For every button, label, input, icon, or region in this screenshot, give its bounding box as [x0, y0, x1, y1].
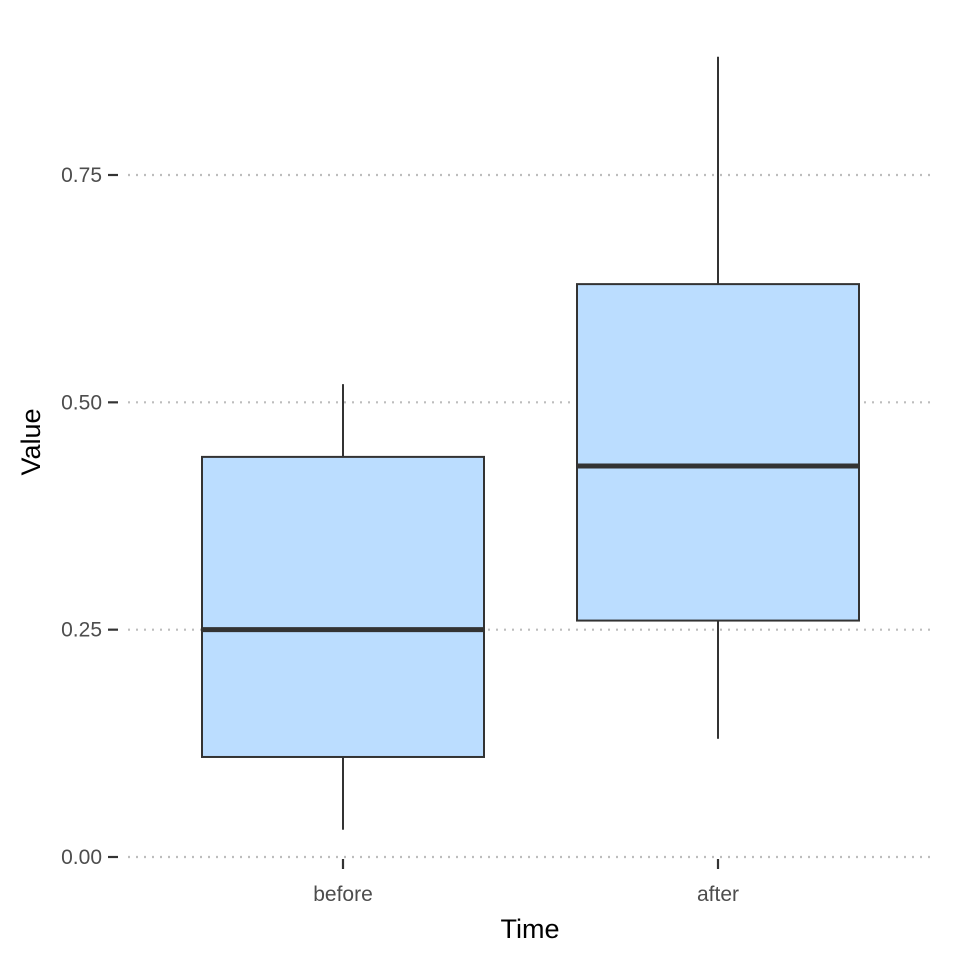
box-iqr	[201, 455, 485, 758]
x-tick-label: before	[313, 883, 373, 906]
x-tick-label: after	[697, 883, 739, 906]
y-tick-label: 0.75	[61, 164, 102, 187]
y-axis-title: Value	[16, 408, 46, 475]
y-tick-label: 0.00	[61, 846, 102, 869]
box-before	[201, 384, 485, 830]
x-axis-title: Time	[501, 914, 560, 944]
axes: 0.00 0.25 0.50 0.75 before after	[61, 164, 739, 906]
box-after	[576, 56, 860, 739]
y-tick-label: 0.25	[61, 619, 102, 642]
boxes	[201, 56, 860, 830]
box-iqr	[576, 283, 860, 622]
y-tick-label: 0.50	[61, 391, 102, 414]
